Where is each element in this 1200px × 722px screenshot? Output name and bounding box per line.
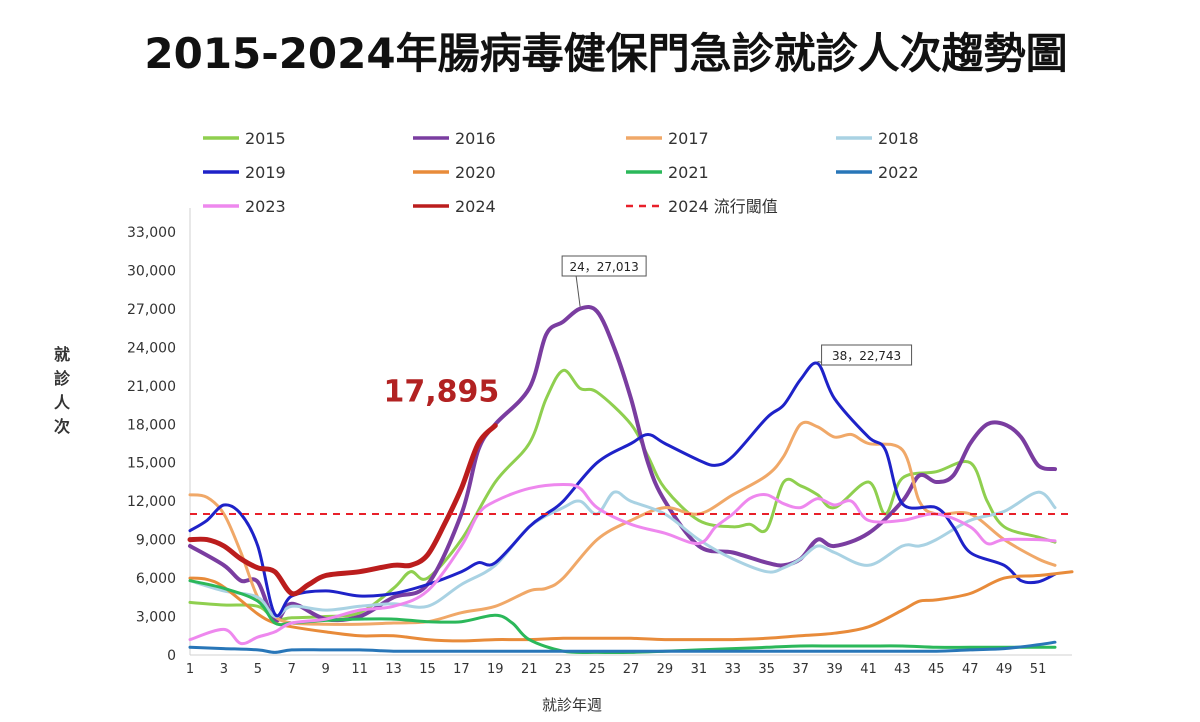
- series-lines: [187, 305, 1074, 655]
- annotations: 17,895 24，27,013 38，22,743: [384, 255, 913, 410]
- series-line-2022: [188, 640, 1057, 654]
- series-line-2024: [187, 423, 498, 597]
- x-tick-label: 39: [826, 662, 843, 677]
- y-tick-label: 3,000: [136, 610, 176, 626]
- legend-label: 2019: [245, 163, 286, 182]
- y-tick-label: 33,000: [127, 225, 176, 241]
- y-tick-label: 6,000: [136, 571, 176, 587]
- x-tick-label: 37: [792, 662, 809, 677]
- x-tick-label: 13: [385, 662, 402, 677]
- x-tick-label: 21: [521, 662, 538, 677]
- x-tick-label: 1: [186, 662, 194, 677]
- x-tick-label: 45: [928, 662, 945, 677]
- series-line-2018: [188, 490, 1057, 619]
- legend-label: 2015: [245, 129, 286, 148]
- x-tick-label: 29: [657, 662, 674, 677]
- callout-label: 24，27,013: [569, 260, 638, 274]
- legend-label: 2024: [455, 197, 496, 216]
- x-tick-label: 9: [322, 662, 330, 677]
- legend: 2015 2016 2017 2018 2019 2020 2021 2022 2023 2024…: [203, 129, 919, 216]
- series-line-2016: [188, 305, 1057, 623]
- x-tick-label: 35: [758, 662, 775, 677]
- callout-label: 38，22,743: [832, 349, 901, 363]
- y-tick-labels: 0 3,000 6,000 9,000 12,000 15,000 18,000 21,000…: [127, 225, 176, 664]
- x-tick-label: 19: [487, 662, 504, 677]
- x-tick-label: 33: [724, 662, 741, 677]
- legend-label: 2016: [455, 129, 496, 148]
- y-axis-label: 就診人次: [54, 345, 71, 436]
- callout-box: [821, 344, 913, 366]
- callout-leader: [575, 275, 581, 307]
- x-tick-label: 7: [288, 662, 296, 677]
- legend-label: 2021: [668, 163, 709, 182]
- x-tick-label: 47: [962, 662, 979, 677]
- x-tick-labels: 1 3 5 7 9 11 13 15 17 19 21 23 25 27 29 31 33 35 37 39 41 43 4…: [186, 662, 1046, 677]
- x-tick-label: 27: [623, 662, 640, 677]
- x-tick-label: 51: [1030, 662, 1047, 677]
- x-tick-label: 25: [589, 662, 606, 677]
- x-tick-label: 23: [555, 662, 572, 677]
- y-tick-label: 27,000: [127, 302, 176, 318]
- legend-label: 2023: [245, 197, 286, 216]
- y-tick-label: 0: [167, 648, 176, 664]
- plot-area: 0 3,000 6,000 9,000 12,000 15,000 18,000 21,000…: [127, 208, 1074, 677]
- y-tick-label: 12,000: [127, 494, 176, 510]
- x-tick-label: 43: [894, 662, 911, 677]
- series-line-2017: [188, 420, 1057, 626]
- annotation-2024-latest: 17,895: [384, 375, 500, 410]
- series-line-2020: [188, 570, 1074, 643]
- y-tick-label: 30,000: [127, 263, 176, 279]
- legend-label: 2024 流行閾值: [668, 197, 778, 216]
- legend-label: 2018: [878, 129, 919, 148]
- y-tick-label: 9,000: [136, 533, 176, 549]
- y-tick-label: 24,000: [127, 340, 176, 356]
- callout-box: [561, 255, 647, 277]
- y-tick-label: 15,000: [127, 456, 176, 472]
- legend-label: 2022: [878, 163, 919, 182]
- x-tick-label: 49: [996, 662, 1013, 677]
- chart-title: 2015-2024年腸病毒健保門急診就診人次趨勢圖: [144, 29, 1067, 78]
- x-tick-label: 15: [419, 662, 436, 677]
- x-tick-label: 41: [860, 662, 877, 677]
- legend-label: 2020: [455, 163, 496, 182]
- y-tick-label: 18,000: [127, 417, 176, 433]
- y-tick-label: 21,000: [127, 379, 176, 395]
- x-axis-label: 就診年週: [542, 696, 602, 714]
- x-tick-label: 11: [351, 662, 368, 677]
- x-tick-label: 3: [220, 662, 228, 677]
- x-tick-label: 17: [453, 662, 470, 677]
- series-line-2023: [188, 483, 1057, 646]
- x-tick-label: 31: [691, 662, 708, 677]
- legend-label: 2017: [668, 129, 709, 148]
- x-tick-label: 5: [254, 662, 262, 677]
